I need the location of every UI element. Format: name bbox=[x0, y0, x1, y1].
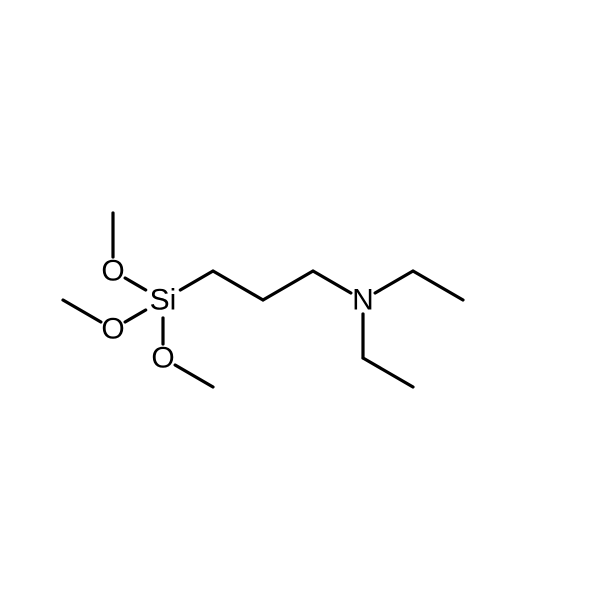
atom-label-O: O bbox=[101, 255, 124, 288]
bond-line bbox=[175, 365, 213, 387]
bond-line bbox=[180, 271, 213, 290]
bond-line bbox=[375, 271, 413, 293]
bond-line bbox=[313, 271, 351, 293]
atom-label-N: N bbox=[352, 284, 374, 317]
atom-label-Si: Si bbox=[150, 284, 177, 317]
atom-label-O: O bbox=[101, 313, 124, 346]
bond-line bbox=[263, 271, 313, 300]
bond-line bbox=[363, 358, 413, 387]
atom-label-O: O bbox=[151, 342, 174, 375]
bond-line bbox=[213, 271, 263, 300]
bond-line bbox=[125, 278, 146, 290]
molecule-diagram: SiNOOO bbox=[0, 0, 600, 600]
bond-line bbox=[125, 310, 146, 322]
bond-line bbox=[413, 271, 463, 300]
labels-group: SiNOOO bbox=[101, 255, 374, 375]
bonds-group bbox=[63, 213, 463, 387]
bond-line bbox=[63, 300, 101, 322]
